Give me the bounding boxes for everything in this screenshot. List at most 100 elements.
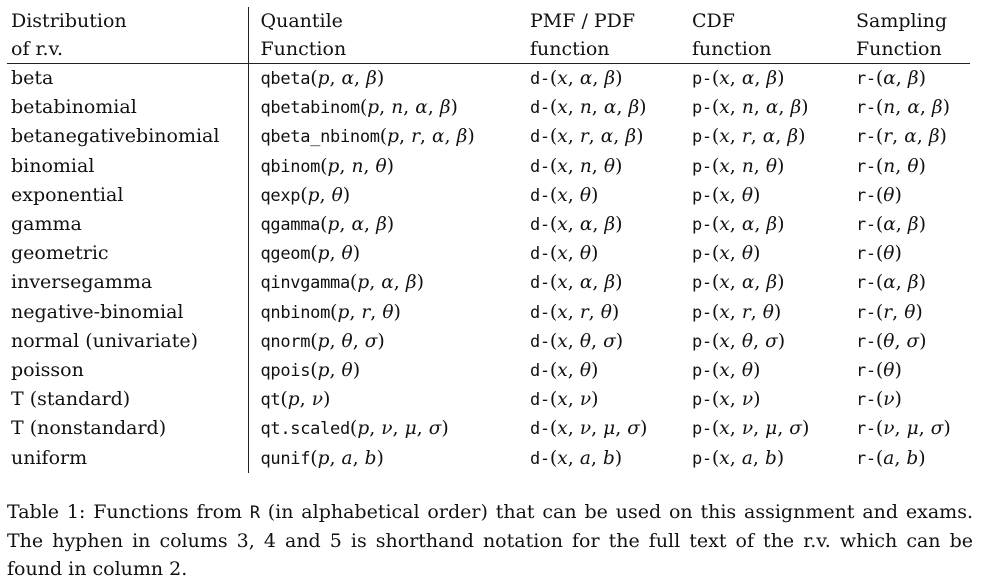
arg-separator: ,	[916, 125, 929, 148]
arg-separator: ,	[615, 417, 628, 440]
function-name: p-	[692, 156, 712, 177]
arg-separator: ,	[319, 183, 332, 206]
paren-close: )	[894, 242, 902, 265]
cdf-function-cell: p-(x, a, b)	[687, 444, 851, 473]
argument: θ	[762, 301, 774, 323]
arg-separator: ,	[363, 213, 377, 236]
argument: β	[787, 126, 799, 148]
argument: α	[741, 214, 755, 236]
argument: p	[327, 155, 340, 177]
paren-close: )	[636, 125, 644, 148]
paren-close: )	[615, 329, 624, 352]
arg-separator: ,	[753, 417, 766, 440]
paren-open: (	[711, 242, 720, 265]
function-name: qt	[260, 390, 281, 411]
argument: ν	[883, 418, 895, 440]
arg-separator: ,	[369, 417, 382, 440]
argument: x	[719, 214, 730, 236]
argument: x	[557, 155, 568, 177]
function-name: qbinom	[260, 156, 321, 177]
argument: r	[579, 126, 589, 148]
arg-separator: ,	[444, 125, 457, 148]
paren-close: )	[752, 183, 761, 206]
function-name: p-	[692, 185, 712, 206]
arg-separator: ,	[567, 417, 580, 440]
arg-separator: ,	[591, 96, 604, 119]
paren-close: )	[352, 242, 361, 265]
cdf-function-cell: p-(x, α, β)	[687, 268, 851, 297]
function-name: d-	[530, 69, 550, 89]
argument: x	[719, 389, 730, 411]
function-name: qbeta_nbinom	[260, 127, 381, 148]
arg-separator: ,	[567, 300, 580, 323]
paren-open: (	[320, 213, 328, 236]
arg-separator: ,	[403, 96, 416, 119]
paren-open: (	[349, 417, 358, 440]
arg-separator: ,	[754, 213, 767, 236]
argument: ν	[741, 389, 754, 411]
arg-separator: ,	[894, 329, 907, 352]
argument: σ	[627, 418, 640, 440]
paren-close: )	[386, 154, 395, 177]
paren-close: )	[801, 96, 809, 119]
arg-separator: ,	[588, 125, 601, 148]
paren-close: )	[393, 300, 401, 323]
arg-separator: ,	[590, 329, 604, 352]
argument: β	[376, 214, 387, 236]
function-name: d-	[530, 419, 550, 440]
sampling-function-cell: r-(α, β)	[851, 268, 970, 297]
distribution-functions-table: Distribution Quantile PMF / PDF CDF Samp…	[7, 7, 970, 473]
function-name: p-	[692, 361, 712, 382]
argument: α	[741, 68, 755, 89]
paren-close: )	[943, 417, 951, 440]
argument: θ	[331, 184, 343, 206]
argument: α	[579, 214, 593, 236]
argument: μ	[404, 418, 417, 440]
argument: α	[432, 126, 445, 148]
arg-separator: ,	[754, 67, 767, 89]
paren-close: )	[615, 67, 623, 89]
argument: a	[579, 447, 591, 469]
paren-open: (	[875, 213, 884, 236]
paren-open: (	[711, 300, 720, 323]
argument: x	[557, 301, 568, 323]
paren-close: )	[801, 417, 810, 440]
function-name: qgeom	[260, 244, 311, 265]
function-name: d-	[530, 361, 550, 382]
density-function-cell: d-(x, a, b)	[525, 444, 687, 473]
function-name: r-	[856, 419, 876, 440]
arg-separator: ,	[729, 300, 742, 323]
function-name: r-	[856, 273, 876, 294]
argument: α	[765, 97, 779, 119]
paren-close: )	[386, 213, 395, 236]
paren-close: )	[322, 388, 331, 411]
distribution-name: normal (univariate)	[11, 329, 199, 352]
argument: x	[557, 447, 568, 469]
paren-close: )	[352, 359, 361, 382]
function-name: qbetabinom	[260, 98, 361, 119]
function-name: r-	[856, 127, 876, 148]
argument: b	[906, 447, 919, 469]
paren-open: (	[310, 329, 318, 352]
arg-separator: ,	[567, 271, 580, 294]
paren-close: )	[376, 67, 385, 89]
function-name: r-	[856, 331, 876, 352]
argument: ν	[381, 418, 393, 440]
argument: θ	[579, 184, 591, 206]
function-name: r-	[856, 390, 876, 411]
sampling-function-cell: r-(ν, μ, σ)	[851, 414, 970, 443]
function-name: r-	[856, 69, 876, 89]
cdf-function-cell: p-(x, α, β)	[687, 210, 851, 239]
function-name: p-	[692, 98, 712, 119]
argument: p	[357, 272, 370, 294]
function-name: r-	[856, 215, 876, 236]
argument: θ	[883, 184, 895, 206]
arg-separator: ,	[729, 359, 742, 382]
function-name: p-	[692, 273, 712, 294]
distribution-name: uniform	[11, 446, 88, 469]
paren-close: )	[639, 417, 648, 440]
argument: n	[391, 97, 404, 119]
argument: α	[762, 126, 776, 148]
distribution-name: inversegamma	[11, 271, 153, 294]
paren-open: (	[711, 183, 720, 206]
